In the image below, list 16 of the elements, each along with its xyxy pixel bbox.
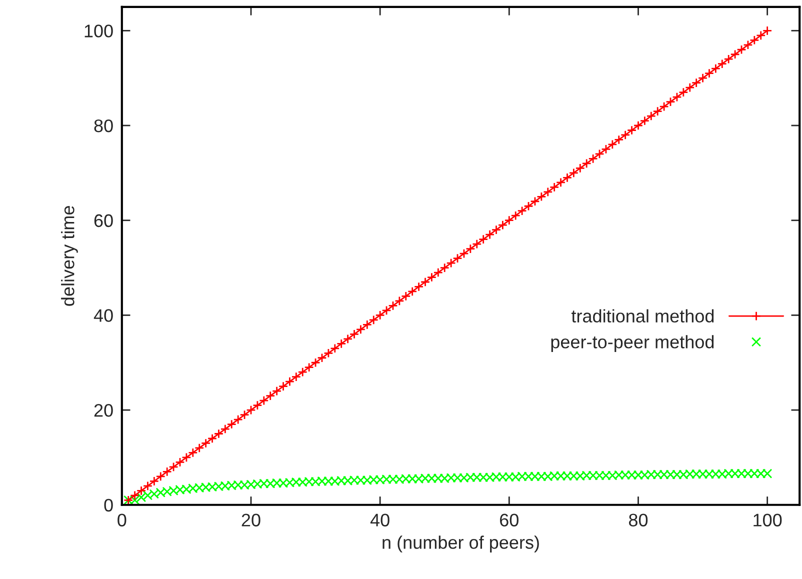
y-axis-title: delivery time	[61, 206, 78, 306]
x-tick-label: 40	[370, 514, 390, 526]
x-tick-label: 0	[118, 514, 126, 526]
y-tick-label: 80	[94, 119, 113, 132]
y-tick-label: 0	[104, 498, 113, 512]
y-tick-label: 100	[84, 24, 113, 38]
x-tick-label: 100	[754, 514, 782, 526]
legend-label: peer-to-peer method	[551, 335, 714, 352]
y-tick-label: 40	[94, 309, 113, 322]
legend-label: traditional method	[571, 309, 714, 323]
x-tick-label: 80	[628, 514, 648, 526]
x-axis-title: n (number of peers)	[382, 536, 539, 552]
y-tick-label: 60	[94, 214, 113, 228]
x-tick-label: 20	[242, 514, 260, 526]
y-tick-label: 20	[94, 404, 113, 417]
x-tick-label: 60	[500, 514, 518, 526]
